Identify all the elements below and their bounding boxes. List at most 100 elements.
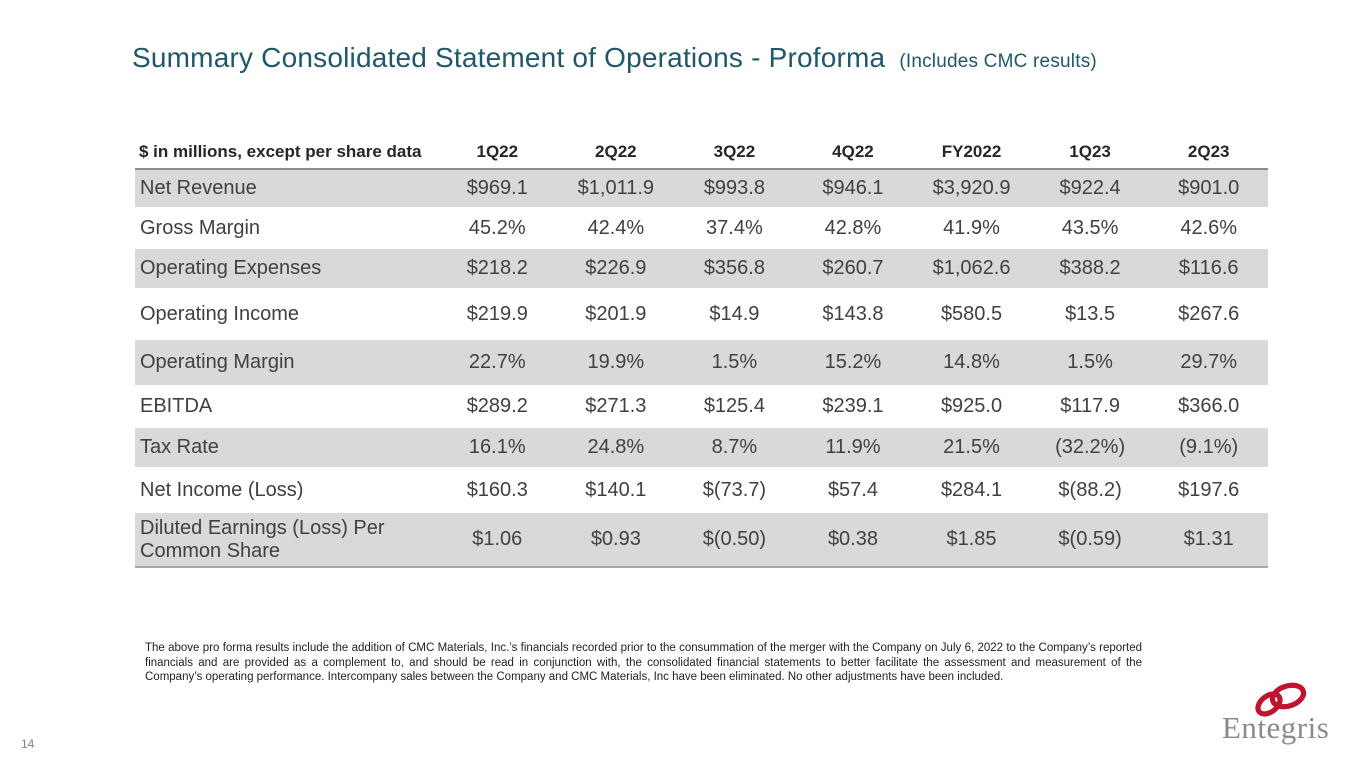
value-cell: $922.4 <box>1059 177 1121 199</box>
column-header: 2Q23 <box>1149 139 1268 170</box>
value-cell: $117.9 <box>1060 395 1120 417</box>
value-cell: $1,011.9 <box>577 177 655 199</box>
page-title: Summary Consolidated Statement of Operat… <box>132 42 1097 74</box>
row-label: Operating Margin <box>140 351 295 373</box>
value-cell: $1,062.6 <box>932 257 1011 279</box>
value-cell: $1.31 <box>1149 513 1268 568</box>
table-header: $ in millions, except per share data 1Q22… <box>135 139 1268 170</box>
value-cell: $218.2 <box>466 257 528 279</box>
value-cell: $1.06 <box>438 513 557 568</box>
row-label: Tax Rate <box>140 436 219 458</box>
table-row: Operating Margin 22.7% 19.9% 1.5% 15.2% 14.8%… <box>135 340 1268 385</box>
value-cell: $57.4 <box>827 478 878 501</box>
value-cell: $(73.7) <box>702 478 767 501</box>
column-header: 3Q22 <box>675 139 794 170</box>
value-cell: 11.9% <box>825 436 881 458</box>
value-cell: $260.7 <box>822 257 884 279</box>
value-cell: $901.0 <box>1178 177 1240 199</box>
value-cell: $125.4 <box>703 395 765 417</box>
column-header: 1Q23 <box>1030 139 1150 170</box>
value-cell: 8.7% <box>711 436 758 458</box>
entegris-logo-text: Entegris <box>1222 710 1330 745</box>
value-cell: 24.8% <box>587 436 645 458</box>
value-cell: 29.7% <box>1180 351 1238 373</box>
row-label: Net Revenue <box>140 177 257 199</box>
value-cell: $969.1 <box>466 177 528 199</box>
table-row: Tax Rate 16.1% 24.8% 8.7% 11.9% 21.5% (32.2%) (… <box>135 428 1268 467</box>
value-cell: $0.38 <box>793 513 913 568</box>
value-cell: 42.6% <box>1180 216 1238 239</box>
page-number: 14 <box>21 737 35 751</box>
value-cell: $993.8 <box>703 177 765 199</box>
value-cell: $14.9 <box>709 302 760 325</box>
value-cell: $197.6 <box>1178 478 1240 501</box>
value-cell: $160.3 <box>466 478 528 501</box>
table-row: Operating Expenses $218.2 $226.9 $356.8 $260… <box>135 249 1268 288</box>
value-cell: 42.4% <box>587 216 645 239</box>
value-cell: $13.5 <box>1065 302 1116 325</box>
value-cell: $239.1 <box>822 395 884 417</box>
column-header: 1Q22 <box>438 139 557 170</box>
value-cell: $580.5 <box>940 302 1003 325</box>
value-cell: $271.3 <box>585 395 647 417</box>
title-text: Summary Consolidated Statement of Operat… <box>132 42 886 73</box>
table-header-row: $ in millions, except per share data 1Q22… <box>135 139 1268 170</box>
row-label: Net Income (Loss) <box>140 478 304 501</box>
footnote: The above pro forma results include the … <box>145 642 1142 683</box>
value-cell: 1.5% <box>711 351 758 373</box>
value-cell: 15.2% <box>824 351 882 373</box>
column-header: 4Q22 <box>793 139 913 170</box>
value-cell: $226.9 <box>585 257 647 279</box>
value-cell: $(0.50) <box>675 513 794 568</box>
row-label: EBITDA <box>140 395 213 417</box>
value-cell: 1.5% <box>1067 351 1113 373</box>
entegris-logo: Entegris <box>1222 681 1352 743</box>
value-cell: $201.9 <box>585 302 647 325</box>
table-row: Net Income (Loss) $160.3 $140.1 $(73.7) $57.… <box>135 467 1268 513</box>
entegris-rings-icon <box>1255 682 1307 717</box>
value-cell: 21.5% <box>943 436 1000 458</box>
value-cell: 43.5% <box>1061 216 1119 239</box>
table-row: Operating Income $219.9 $201.9 $14.9 $143.8 $… <box>135 288 1268 340</box>
value-cell: $140.1 <box>585 478 647 501</box>
table-row: EBITDA $289.2 $271.3 $125.4 $239.1 $925.0 $117… <box>135 385 1268 428</box>
table-row: Net Revenue $969.1 $1,011.9 $993.8 $946.1 $3,… <box>135 169 1268 207</box>
value-cell: $289.2 <box>466 395 528 417</box>
value-cell: (32.2%) <box>1055 436 1126 458</box>
row-label: Diluted Earnings (Loss) Per Common Share <box>135 513 438 568</box>
table-body: Net Revenue $969.1 $1,011.9 $993.8 $946.1 $3,… <box>135 169 1268 568</box>
value-cell: $3,920.9 <box>932 177 1011 199</box>
value-cell: $143.8 <box>822 302 884 325</box>
column-header: 2Q22 <box>556 139 676 170</box>
row-label: Gross Margin <box>140 216 261 239</box>
value-cell: $(88.2) <box>1058 478 1122 501</box>
value-cell: 16.1% <box>468 436 526 458</box>
title-suffix: (Includes CMC results) <box>899 51 1097 72</box>
value-cell: 37.4% <box>706 216 763 239</box>
table-row: Gross Margin 45.2% 42.4% 37.4% 42.8% 41.9% 43.… <box>135 207 1268 249</box>
financial-table: $ in millions, except per share data 1Q22… <box>135 139 1268 568</box>
value-cell: (9.1%) <box>1179 436 1239 458</box>
row-label: Operating Income <box>140 302 299 325</box>
value-cell: $284.1 <box>940 478 1003 501</box>
value-cell: 19.9% <box>587 351 645 373</box>
value-cell: 22.7% <box>468 351 526 373</box>
value-cell: $1.85 <box>912 513 1031 568</box>
value-cell: 14.8% <box>943 351 1000 373</box>
value-cell: $925.0 <box>940 395 1003 417</box>
value-cell: $219.9 <box>466 302 528 325</box>
row-label: Operating Expenses <box>140 257 322 279</box>
value-cell: 42.8% <box>824 216 882 239</box>
value-cell: $(0.59) <box>1030 513 1150 568</box>
value-cell: $946.1 <box>822 177 884 199</box>
table-row: Diluted Earnings (Loss) Per Common Share… <box>135 513 1268 568</box>
table-caption-cell: $ in millions, except per share data <box>135 139 438 170</box>
column-header: FY2022 <box>912 139 1031 170</box>
value-cell: $267.6 <box>1178 302 1240 325</box>
value-cell: $388.2 <box>1059 257 1121 279</box>
value-cell: $116.6 <box>1178 257 1239 279</box>
value-cell: $356.8 <box>703 257 765 279</box>
value-cell: 45.2% <box>468 216 526 239</box>
value-cell: $0.93 <box>556 513 676 568</box>
